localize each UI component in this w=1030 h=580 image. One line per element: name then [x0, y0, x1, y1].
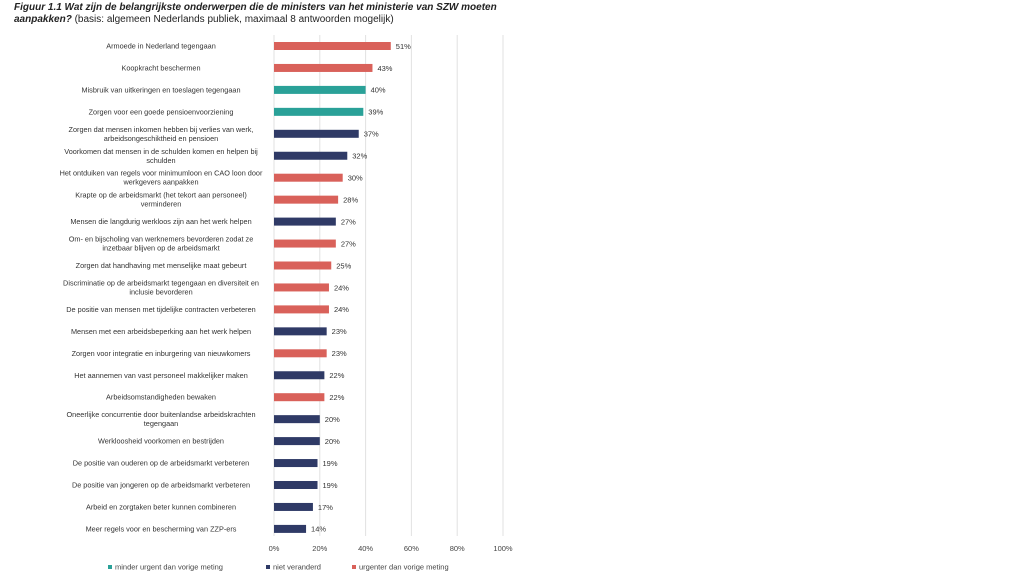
value-label: 22% — [329, 393, 344, 402]
value-label: 51% — [396, 42, 411, 51]
category-label: Zorgen dat mensen inkomen hebben bij ver… — [69, 125, 254, 143]
category-label: Oneerlijke concurrentie door buitenlands… — [66, 410, 255, 428]
value-label: 17% — [318, 503, 333, 512]
value-label: 32% — [352, 152, 367, 161]
figure-title-lead: Figuur 1.1 Wat zijn de belangrijkste ond… — [14, 2, 497, 25]
category-label: Arbeid en zorgtaken beter kunnen combine… — [86, 502, 236, 511]
category-label: Mensen met een arbeidsbeperking aan het … — [71, 327, 251, 336]
bar — [274, 85, 366, 94]
bar — [274, 129, 359, 138]
bar — [274, 151, 348, 160]
bar — [274, 415, 320, 424]
category-label: Arbeidsomstandigheden bewaken — [106, 393, 216, 402]
category-label: Misbruik van uitkeringen en toeslagen te… — [81, 85, 240, 94]
value-label: 40% — [371, 86, 386, 95]
category-label: De positie van mensen met tijdelijke con… — [66, 305, 255, 314]
bar — [274, 283, 329, 292]
category-label: Meer regels voor en bescherming van ZZP-… — [86, 524, 237, 533]
value-label: 30% — [348, 174, 363, 183]
value-label: 19% — [323, 481, 338, 490]
value-label: 20% — [325, 415, 340, 424]
category-label: Koopkracht beschermen — [121, 63, 200, 72]
x-tick-label: 60% — [404, 544, 419, 553]
bar — [274, 371, 325, 380]
bar — [274, 393, 325, 402]
value-label: 19% — [323, 459, 338, 468]
legend-label: niet veranderd — [273, 563, 321, 572]
figure-title: Figuur 1.1 Wat zijn de belangrijkste ond… — [14, 2, 534, 26]
category-label: De positie van jongeren op de arbeidsmar… — [72, 481, 250, 490]
category-label: Krapte op de arbeidsmarkt (het tekort aa… — [75, 191, 247, 209]
value-label: 23% — [332, 349, 347, 358]
category-label: Zorgen voor integratie en inburgering va… — [72, 349, 251, 358]
value-label: 24% — [334, 305, 349, 314]
category-label: Om- en bijscholing van werknemers bevord… — [69, 235, 254, 253]
value-label: 43% — [377, 64, 392, 73]
bar — [274, 173, 343, 182]
bar — [274, 63, 373, 72]
value-label: 39% — [368, 108, 383, 117]
value-label: 27% — [341, 239, 356, 248]
category-label: De positie van ouderen op de arbeidsmark… — [73, 459, 249, 468]
bar — [274, 502, 313, 511]
value-label: 23% — [332, 327, 347, 336]
bar — [274, 261, 332, 270]
category-label: Zorgen voor een goede pensioenvoorzienin… — [89, 107, 234, 116]
category-label: Armoede in Nederland tegengaan — [106, 42, 216, 51]
category-label: Mensen die langdurig werkloos zijn aan h… — [70, 217, 251, 226]
value-label: 25% — [336, 261, 351, 270]
legend-swatch — [108, 565, 112, 569]
category-label: Voorkomen dat mensen in de schulden kome… — [64, 147, 258, 165]
x-tick-label: 80% — [450, 544, 465, 553]
bar — [274, 195, 339, 204]
bar — [274, 524, 307, 533]
value-label: 28% — [343, 195, 358, 204]
legend-label: minder urgent dan vorige meting — [115, 563, 223, 572]
value-label: 24% — [334, 283, 349, 292]
bar — [274, 349, 327, 358]
bar — [274, 481, 318, 489]
bar — [274, 239, 336, 248]
legend-label: urgenter dan vorige meting — [359, 563, 449, 572]
value-label: 27% — [341, 217, 356, 226]
bar — [274, 459, 318, 468]
bar — [274, 327, 327, 336]
legend-swatch — [352, 565, 356, 569]
category-label: Discriminatie op de arbeidsmarkt tegenga… — [63, 278, 259, 296]
category-label: Het aannemen van vast personeel makkelij… — [74, 371, 248, 380]
x-tick-label: 0% — [269, 544, 280, 553]
bar — [274, 42, 391, 50]
value-label: 20% — [325, 437, 340, 446]
bar — [274, 217, 336, 226]
category-label: Zorgen dat handhaving met menselijke maa… — [76, 261, 247, 270]
legend-swatch — [266, 565, 270, 569]
category-label: Werkloosheid voorkomen en bestrijden — [98, 437, 224, 446]
bar — [274, 305, 329, 314]
figure-title-basis: (basis: algemeen Nederlands publiek, max… — [71, 14, 394, 25]
value-label: 22% — [329, 371, 344, 380]
value-label: 14% — [311, 525, 326, 534]
value-label: 37% — [364, 130, 379, 139]
x-tick-label: 40% — [358, 544, 373, 553]
bar — [274, 437, 320, 446]
category-label: Het ontduiken van regels voor minimumloo… — [60, 169, 263, 187]
bar — [274, 107, 364, 116]
x-tick-label: 100% — [493, 544, 513, 553]
x-tick-label: 20% — [312, 544, 327, 553]
